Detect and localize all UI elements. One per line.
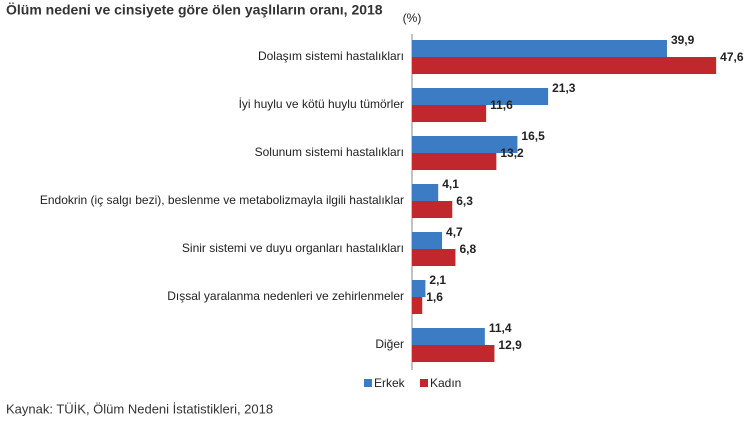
value-label: 47,6 xyxy=(720,50,744,64)
bar xyxy=(412,249,456,266)
category-label: Dolaşım sistemi hastalıkları xyxy=(258,49,404,63)
source: Kaynak: TÜİK, Ölüm Nedeni İstatistikleri… xyxy=(6,401,273,416)
bar xyxy=(412,57,717,74)
unit-label: (%) xyxy=(403,11,422,25)
bar xyxy=(412,136,518,153)
bar xyxy=(412,345,495,362)
bar xyxy=(412,201,453,218)
value-label: 11,6 xyxy=(490,98,513,112)
category-label: Diğer xyxy=(375,337,404,351)
category-label: Endokrin (iç salgı bezi), beslenme ve me… xyxy=(40,193,404,207)
value-label: 4,1 xyxy=(442,177,459,191)
value-label: 6,8 xyxy=(459,242,476,256)
category-label: Dışsal yaralanma nedenleri ve zehirlenme… xyxy=(167,289,404,303)
value-label: 13,2 xyxy=(500,146,524,160)
value-label: 6,3 xyxy=(456,194,473,208)
value-label: 39,9 xyxy=(671,33,695,47)
value-label: 21,3 xyxy=(552,81,576,95)
bar xyxy=(412,105,487,122)
bar xyxy=(412,232,443,249)
bar xyxy=(412,280,426,297)
bar xyxy=(412,40,667,57)
legend-swatch xyxy=(364,379,372,387)
category-label: İyi huylu ve kötü huylu tümörler xyxy=(239,97,404,111)
bar xyxy=(412,328,485,345)
legend-label: Kadın xyxy=(430,376,461,390)
value-label: 16,5 xyxy=(521,129,545,143)
bar xyxy=(412,184,439,201)
value-label: 1,6 xyxy=(426,290,443,304)
legend-label: Erkek xyxy=(374,376,406,390)
chart-title: Ölüm nedeni ve cinsiyete göre ölen yaşlı… xyxy=(6,2,383,18)
value-label: 11,4 xyxy=(489,321,512,335)
bar xyxy=(412,88,549,105)
value-label: 4,7 xyxy=(446,225,463,239)
value-label: 2,1 xyxy=(429,273,446,287)
bar xyxy=(412,297,423,314)
value-label: 12,9 xyxy=(498,338,522,352)
bar xyxy=(412,153,497,170)
category-label: Sinir sistemi ve duyu organları hastalık… xyxy=(182,241,404,255)
category-label: Solunum sistemi hastalıkları xyxy=(255,145,404,159)
legend-swatch xyxy=(420,379,428,387)
